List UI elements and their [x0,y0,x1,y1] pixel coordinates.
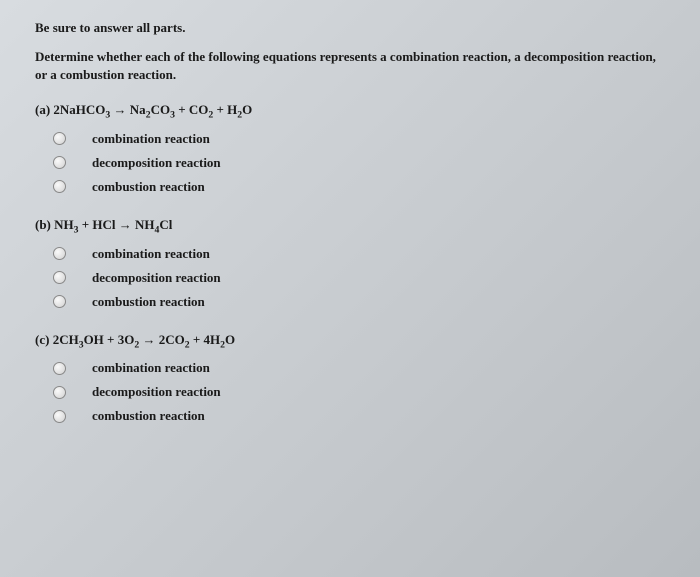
question-label: (a) [35,102,50,117]
option-label: decomposition reaction [92,384,221,400]
radio-button[interactable] [53,410,66,423]
option-row[interactable]: decomposition reaction [53,270,665,286]
option-label: combination reaction [92,246,210,262]
option-label: combination reaction [92,131,210,147]
option-row[interactable]: combination reaction [53,360,665,376]
option-label: decomposition reaction [92,155,221,171]
equation-formula: 2CH3OH + 3O2 → 2CO2 + 4H2O [53,332,235,347]
option-label: combustion reaction [92,294,205,310]
instruction-text: Be sure to answer all parts. [35,20,665,36]
question-a: (a) 2NaHCO3 → Na2CO3 + CO2 + H2O combina… [35,102,665,195]
option-row[interactable]: decomposition reaction [53,384,665,400]
option-label: combustion reaction [92,408,205,424]
option-label: combination reaction [92,360,210,376]
option-row[interactable]: decomposition reaction [53,155,665,171]
question-b: (b) NH3 + HCl → NH4Cl combination reacti… [35,217,665,310]
radio-button[interactable] [53,362,66,375]
radio-button[interactable] [53,156,66,169]
radio-button[interactable] [53,132,66,145]
radio-button[interactable] [53,247,66,260]
radio-button[interactable] [53,271,66,284]
question-c: (c) 2CH3OH + 3O2 → 2CO2 + 4H2O combinati… [35,332,665,425]
equation-formula: 2NaHCO3 → Na2CO3 + CO2 + H2O [53,102,252,117]
option-row[interactable]: combustion reaction [53,408,665,424]
question-label: (c) [35,332,49,347]
radio-button[interactable] [53,180,66,193]
option-row[interactable]: combination reaction [53,246,665,262]
option-row[interactable]: combination reaction [53,131,665,147]
option-label: decomposition reaction [92,270,221,286]
prompt-text: Determine whether each of the following … [35,48,665,84]
equation-c: (c) 2CH3OH + 3O2 → 2CO2 + 4H2O [35,332,665,351]
radio-button[interactable] [53,295,66,308]
equation-formula: NH3 + HCl → NH4Cl [54,217,172,232]
option-row[interactable]: combustion reaction [53,179,665,195]
equation-a: (a) 2NaHCO3 → Na2CO3 + CO2 + H2O [35,102,665,121]
option-row[interactable]: combustion reaction [53,294,665,310]
option-label: combustion reaction [92,179,205,195]
question-label: (b) [35,217,51,232]
radio-button[interactable] [53,386,66,399]
equation-b: (b) NH3 + HCl → NH4Cl [35,217,665,236]
